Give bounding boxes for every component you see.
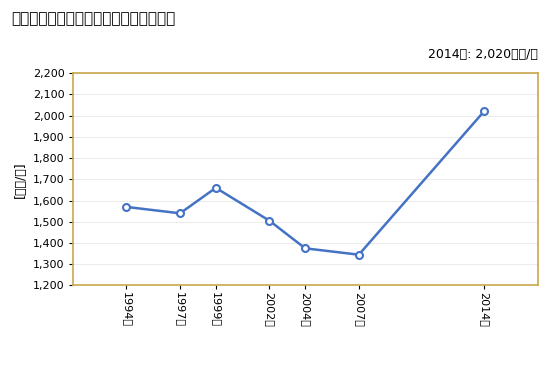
Text: 商業の従業者一人当たり年間商品販売額: 商業の従業者一人当たり年間商品販売額 xyxy=(11,11,175,26)
Text: 2014年: 2,020万円/人: 2014年: 2,020万円/人 xyxy=(428,48,538,61)
Y-axis label: [万円/人]: [万円/人] xyxy=(14,161,27,198)
